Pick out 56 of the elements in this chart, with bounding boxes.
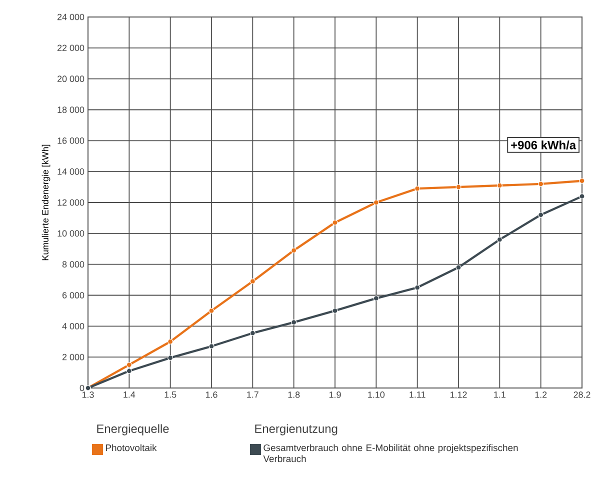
text: Energiequelle xyxy=(97,424,169,436)
point xyxy=(250,278,256,284)
y-tick-label: 24 000 xyxy=(58,14,84,20)
y-tick-label: 18 000 xyxy=(58,106,84,113)
legend-label: Gesamtverbrauch ohne E-Mobilität ohne projektspezifischen Verbrauch xyxy=(263,444,518,462)
x-tick-label: 1.6 xyxy=(206,392,218,398)
text: Energienutzung xyxy=(255,424,338,436)
point xyxy=(579,178,585,184)
point xyxy=(250,330,256,336)
point xyxy=(579,194,585,200)
y-tick-label: 16 000 xyxy=(58,137,84,144)
point xyxy=(208,308,214,314)
x-tick-label: 1.1 xyxy=(494,392,506,398)
y-tick-label: 4 000 xyxy=(62,322,84,330)
x-tick-label: 1.11 xyxy=(410,392,426,398)
point xyxy=(208,343,214,350)
point xyxy=(291,248,297,254)
point xyxy=(168,355,174,361)
point xyxy=(414,284,420,290)
point xyxy=(538,212,544,218)
point xyxy=(291,320,297,326)
y-tick-label: 20 000 xyxy=(58,76,84,82)
y-axis-title: Kumulierte Endenergie [kWh] xyxy=(42,144,50,260)
point xyxy=(126,362,132,368)
point xyxy=(332,220,338,226)
point xyxy=(414,186,420,192)
y-tick-label: 14 000 xyxy=(58,168,84,175)
y-tick-label: 0 xyxy=(80,384,84,392)
y-tick-label: 2 000 xyxy=(62,354,84,360)
annotation: +906 kWh/a xyxy=(511,140,576,150)
point xyxy=(456,264,462,270)
point xyxy=(496,236,502,242)
x-tick-label: 1.9 xyxy=(329,392,341,398)
x-tick-label: 1.4 xyxy=(124,392,136,398)
x-tick-label: 1.10 xyxy=(368,392,385,398)
x-tick-label: 1.12 xyxy=(450,392,467,398)
legend-label: Photovoltaik xyxy=(106,444,157,452)
point xyxy=(373,296,379,302)
x-tick-label: 1.5 xyxy=(164,392,176,398)
point xyxy=(496,182,502,188)
y-tick-label: 12 000 xyxy=(58,199,84,206)
point xyxy=(168,338,174,344)
y-tick-label: 22 000 xyxy=(58,44,84,52)
x-tick-label: 1.3 xyxy=(82,392,94,398)
point xyxy=(456,184,462,190)
y-tick-label: 10 000 xyxy=(58,230,84,237)
x-tick-label: 1.7 xyxy=(247,392,258,398)
point xyxy=(538,181,544,187)
point xyxy=(126,368,132,374)
point xyxy=(373,200,379,206)
x-tick-label: 1.2 xyxy=(535,392,547,398)
y-tick-label: 6 000 xyxy=(62,292,84,298)
x-tick-label: 1.8 xyxy=(288,392,300,398)
point xyxy=(332,308,338,314)
y-tick-label: 8 000 xyxy=(62,261,84,268)
x-tick-label: 28.2 xyxy=(574,392,590,398)
